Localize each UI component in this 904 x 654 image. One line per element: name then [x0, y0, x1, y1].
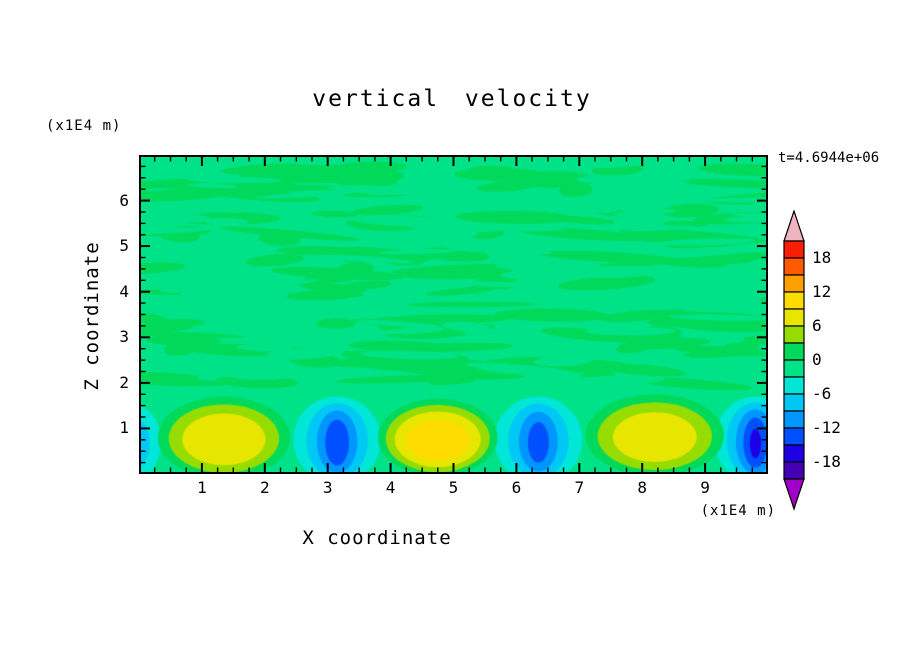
- x-axis-units: (x1E4 m): [700, 503, 776, 519]
- y-axis-units: (x1E4 m): [46, 118, 122, 134]
- y-axis-label: Z coordinate: [81, 241, 103, 391]
- x-tick-label: 9: [700, 478, 710, 497]
- y-tick-label: 2: [119, 372, 129, 392]
- colorbar: [783, 210, 805, 511]
- x-tick-label: 5: [448, 478, 459, 497]
- time-annotation: t=4.6944e+06: [778, 150, 880, 166]
- x-tick-label: 1: [197, 478, 207, 497]
- colorbar-tick-label: 12: [812, 282, 832, 301]
- y-tick-label: 1: [119, 418, 129, 438]
- chart-title: vertical velocity: [312, 86, 592, 112]
- y-tick-label: 6: [119, 190, 129, 210]
- x-tick-label: 8: [637, 478, 647, 497]
- contour-field: [139, 155, 768, 474]
- y-tick-label: 5: [119, 236, 129, 256]
- colorbar-tick-label: 18: [812, 248, 832, 267]
- y-tick-label: 3: [119, 327, 129, 347]
- x-tick-label: 4: [385, 478, 396, 497]
- plot-frame: [139, 155, 768, 474]
- x-axis-label: X coordinate: [302, 527, 452, 549]
- colorbar-tick-label: 6: [812, 316, 822, 335]
- colorbar-tick-label: -6: [812, 384, 832, 403]
- x-tick-label: 6: [511, 478, 522, 497]
- colorbar-tick-label: 0: [812, 350, 822, 369]
- x-tick-label: 7: [574, 478, 585, 497]
- x-tick-label: 3: [322, 478, 333, 497]
- colorbar-tick-label: -12: [812, 418, 841, 437]
- x-tick-label: 2: [259, 478, 270, 497]
- y-tick-label: 4: [119, 281, 129, 301]
- colorbar-tick-label: -18: [812, 452, 841, 471]
